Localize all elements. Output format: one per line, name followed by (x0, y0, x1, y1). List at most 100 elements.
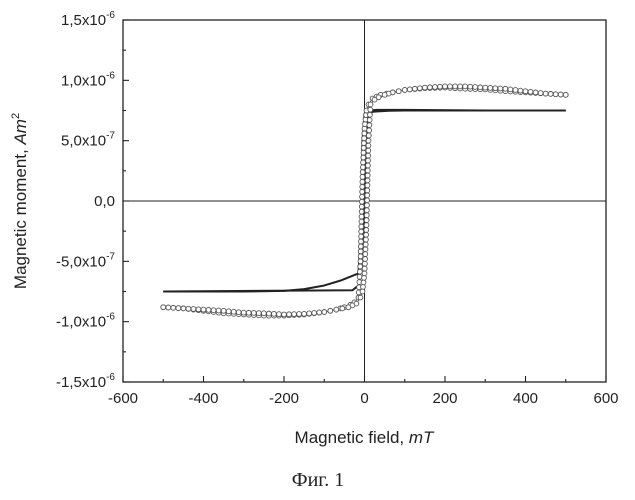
series-marker (533, 90, 538, 95)
y-tick-label: -5,0x10-7 (56, 251, 115, 270)
series-marker (483, 85, 488, 90)
series-marker (358, 244, 363, 249)
series-marker (359, 209, 364, 214)
series-marker (362, 276, 367, 281)
series-marker (364, 232, 369, 237)
series-marker (363, 257, 368, 262)
series-marker (365, 168, 370, 173)
series-marker (365, 198, 370, 203)
series-marker (358, 264, 363, 269)
series-marker (364, 228, 369, 233)
series-marker (364, 213, 369, 218)
series-marker (563, 92, 568, 97)
series-marker (362, 271, 367, 276)
series-marker (307, 311, 312, 316)
series-marker (359, 204, 364, 209)
series-marker (360, 179, 365, 184)
series-marker (365, 183, 370, 188)
series-marker (340, 306, 345, 311)
series-marker (412, 86, 417, 91)
series-marker (365, 193, 370, 198)
series-marker (448, 84, 453, 89)
series-marker (346, 305, 351, 310)
series-marker (302, 311, 307, 316)
series-marker (236, 310, 241, 315)
series-marker (543, 91, 548, 96)
series-marker (363, 247, 368, 252)
series-marker (334, 307, 339, 312)
series-marker (468, 84, 473, 89)
series-marker (396, 89, 401, 94)
x-tick-label: -400 (188, 390, 218, 407)
series-marker (317, 310, 322, 315)
series-marker (362, 266, 367, 271)
series-marker (365, 173, 370, 178)
series-marker (358, 249, 363, 254)
series-marker (358, 269, 363, 274)
series-marker (553, 92, 558, 97)
series-marker (382, 92, 387, 97)
y-axis-title-unit: Am (11, 119, 30, 146)
series-marker (493, 86, 498, 91)
series-marker (433, 85, 438, 90)
series-marker (428, 85, 433, 90)
series-marker (359, 199, 364, 204)
x-axis-title-text: Magnetic field, (295, 428, 409, 447)
series-marker (368, 112, 373, 117)
figure-caption: Фиг. 1 (292, 469, 344, 491)
series-marker (272, 311, 277, 316)
series-marker (463, 84, 468, 89)
series-marker (366, 133, 371, 138)
series-marker (443, 84, 448, 89)
series-marker (365, 188, 370, 193)
series-marker (367, 128, 372, 133)
series-marker (362, 131, 367, 136)
y-tick-label: 0,0 (94, 193, 115, 210)
series-marker (360, 189, 365, 194)
series-marker (211, 308, 216, 313)
series-marker (358, 254, 363, 259)
series-marker (417, 86, 422, 91)
series-marker (277, 312, 282, 317)
series-marker (488, 85, 493, 90)
series-marker (402, 88, 407, 93)
series-marker (241, 310, 246, 315)
series-marker (528, 89, 533, 94)
x-tick-label: 400 (513, 390, 538, 407)
series-marker (221, 308, 226, 313)
series-marker (360, 194, 365, 199)
series-marker (453, 84, 458, 89)
x-tick-label: -600 (108, 390, 138, 407)
series-marker (503, 86, 508, 91)
series-marker (523, 89, 528, 94)
series-marker (360, 170, 365, 175)
y-tick-label: 1,5x10-6 (61, 10, 115, 29)
series-marker (292, 312, 297, 317)
series-marker (364, 223, 369, 228)
series-marker (366, 143, 371, 148)
series-marker (246, 310, 251, 315)
y-axis-title: Magnetic moment, Am2 (10, 113, 30, 289)
series-marker (161, 305, 166, 310)
series-marker (359, 229, 364, 234)
series-marker (256, 311, 261, 316)
series-marker (261, 311, 266, 316)
series-marker (216, 308, 221, 313)
series-marker (473, 85, 478, 90)
series-marker (367, 118, 372, 123)
x-tick-label: -200 (269, 390, 299, 407)
series-marker (364, 208, 369, 213)
series-marker (361, 141, 366, 146)
series-marker (361, 280, 366, 285)
series-marker (231, 309, 236, 314)
series-marker (538, 91, 543, 96)
series-marker (359, 214, 364, 219)
series-marker (513, 88, 518, 93)
series-marker (558, 92, 563, 97)
x-tick-label: 0 (360, 390, 368, 407)
series-marker (366, 148, 371, 153)
series-marker (361, 155, 366, 160)
series-marker (226, 309, 231, 314)
x-tick-label: 200 (432, 390, 457, 407)
